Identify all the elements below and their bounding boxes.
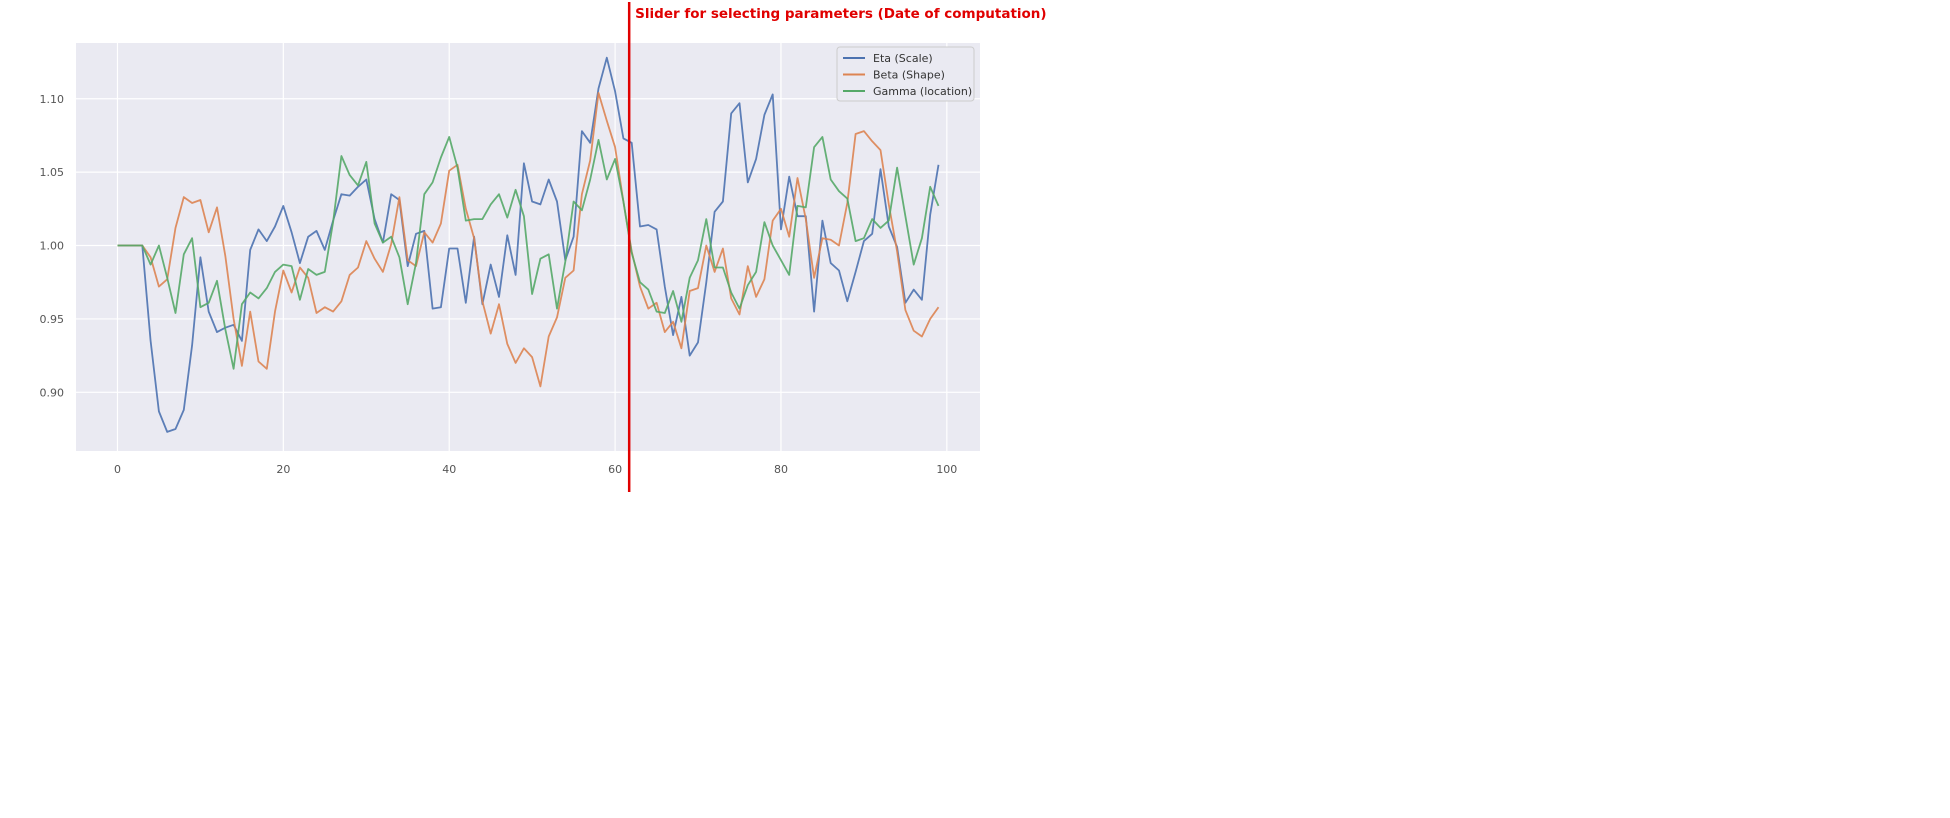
x-tick-label: 40: [442, 463, 456, 476]
series-lines: [117, 56, 940, 433]
series-line-2: [117, 135, 940, 370]
series-line-0: [117, 56, 940, 433]
x-tick-label: 100: [936, 463, 957, 476]
x-tick-labels: 0 20 40 60 80 100: [114, 463, 957, 476]
y-tick-label: 0.90: [40, 386, 65, 399]
x-tick-label: 60: [608, 463, 622, 476]
legend-label: Eta (Scale): [873, 52, 933, 65]
legend: Eta (Scale) Beta (Shape) Gamma (location): [836, 46, 975, 102]
x-tick-label: 80: [774, 463, 788, 476]
legend-box: [836, 46, 975, 102]
y-tick-label: 1.10: [40, 93, 65, 106]
series-line-1: [117, 92, 940, 388]
slider-annotation-label: Slider for selecting parameters (Date of…: [635, 6, 1046, 22]
x-tick-label: 20: [276, 463, 290, 476]
y-tick-label: 1.05: [40, 166, 65, 179]
legend-label: Gamma (location): [873, 85, 972, 98]
legend-label: Beta (Shape): [873, 69, 945, 82]
y-tick-label: 1.00: [40, 240, 65, 253]
x-tick-label: 0: [114, 463, 121, 476]
y-tick-label: 0.95: [40, 313, 65, 326]
y-tick-labels: 0.90 0.95 1.00 1.05 1.10: [40, 93, 65, 400]
